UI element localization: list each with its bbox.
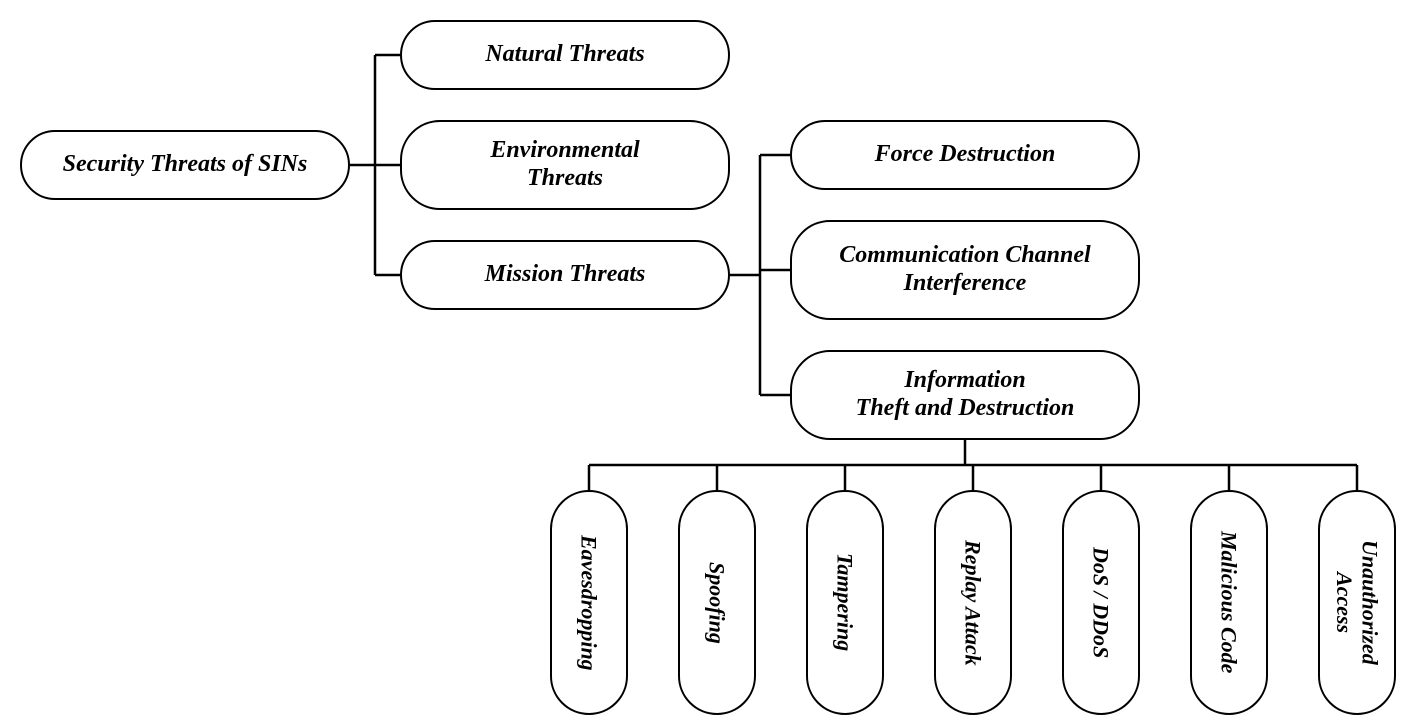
- node-mission-threats-label: Mission Threats: [485, 261, 646, 289]
- node-malicious-code: Malicious Code: [1190, 490, 1268, 715]
- node-spoofing: Spoofing: [678, 490, 756, 715]
- node-info-theft-label: Information Theft and Destruction: [856, 367, 1075, 422]
- node-natural-threats: Natural Threats: [400, 20, 730, 90]
- node-dos-ddos: DoS / DDoS: [1062, 490, 1140, 715]
- node-root-label: Security Threats of SINs: [63, 151, 308, 179]
- node-comm-interference-label: Communication Channel Interference: [839, 242, 1090, 297]
- node-tampering: Tampering: [806, 490, 884, 715]
- node-mission-threats: Mission Threats: [400, 240, 730, 310]
- node-spoofing-label: Spoofing: [704, 562, 729, 644]
- node-replay-attack-label: Replay Attack: [960, 540, 985, 666]
- node-info-theft: Information Theft and Destruction: [790, 350, 1140, 440]
- node-unauthorized-access: Unauthorized Access: [1318, 490, 1396, 715]
- node-malicious-code-label: Malicious Code: [1216, 531, 1241, 673]
- node-unauthorized-access-label: Unauthorized Access: [1332, 540, 1383, 665]
- node-comm-interference: Communication Channel Interference: [790, 220, 1140, 320]
- node-eavesdropping: Eavesdropping: [550, 490, 628, 715]
- node-tampering-label: Tampering: [832, 553, 857, 651]
- node-force-destruction: Force Destruction: [790, 120, 1140, 190]
- node-force-destruction-label: Force Destruction: [875, 141, 1056, 169]
- node-environmental-threats: Environmental Threats: [400, 120, 730, 210]
- node-environmental-threats-label: Environmental Threats: [490, 137, 639, 192]
- node-eavesdropping-label: Eavesdropping: [576, 535, 601, 671]
- node-dos-ddos-label: DoS / DDoS: [1088, 547, 1113, 658]
- node-root: Security Threats of SINs: [20, 130, 350, 200]
- node-replay-attack: Replay Attack: [934, 490, 1012, 715]
- node-natural-threats-label: Natural Threats: [485, 41, 644, 69]
